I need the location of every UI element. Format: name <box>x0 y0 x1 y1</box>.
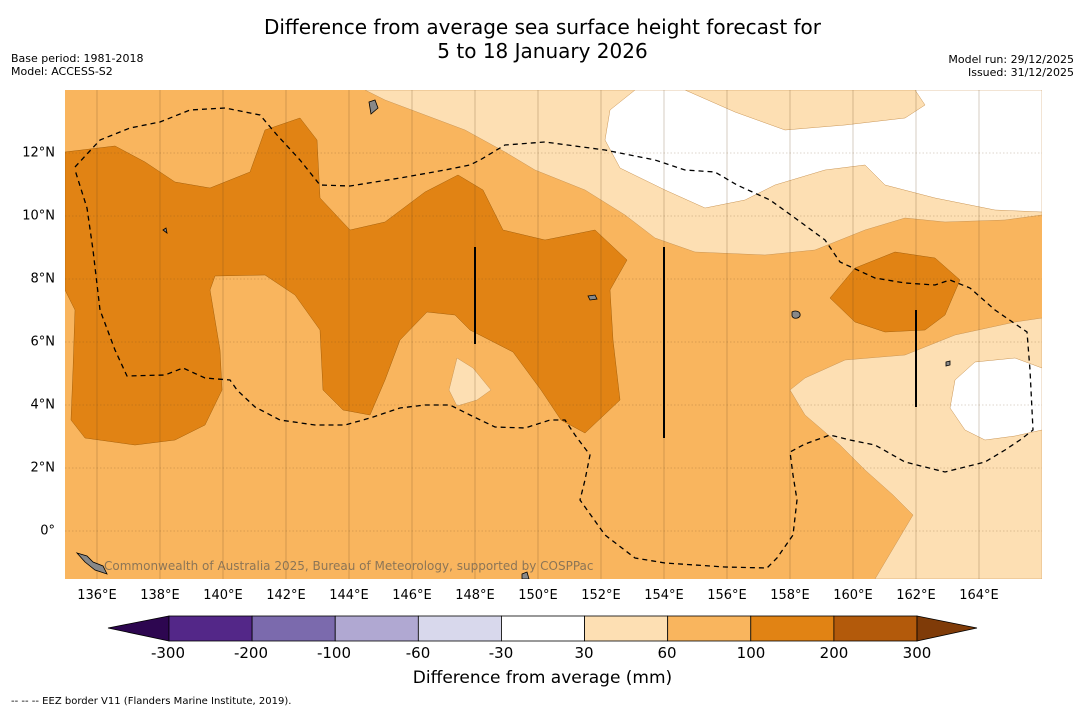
colorbar-cell <box>501 615 585 642</box>
ssh-band-100-200-east <box>829 251 961 333</box>
lon-label-160e: 160°E <box>833 588 873 603</box>
colorbar-cell <box>667 615 752 642</box>
lon-label-140e: 140°E <box>203 588 243 603</box>
ssh-band-neutral-2 <box>949 357 1042 441</box>
cbar-tick: 100 <box>736 644 766 662</box>
colorbar-cell <box>833 615 918 642</box>
map-panel <box>65 90 1042 579</box>
lon-label-148e: 148°E <box>455 588 495 603</box>
meta-right: Model run: 29/12/2025 Issued: 31/12/2025 <box>948 53 1074 79</box>
colorbar-cell <box>168 615 253 642</box>
model-run-date: Model run: 29/12/2025 <box>948 53 1074 66</box>
lat-label-10n: 10°N <box>22 208 55 224</box>
lon-label-138e: 138°E <box>140 588 180 603</box>
lon-label-152e: 152°E <box>581 588 621 603</box>
ssh-band-neutral-1 <box>604 90 1042 213</box>
cbar-tick: -100 <box>316 644 352 662</box>
cbar-tick: -200 <box>233 644 269 662</box>
lon-label-144e: 144°E <box>329 588 369 603</box>
islands <box>75 99 951 579</box>
colorbar-label: Difference from average (mm) <box>412 668 673 688</box>
lon-label-164e: 164°E <box>959 588 999 603</box>
cbar-tick: 300 <box>902 644 932 662</box>
lat-label-0: 0° <box>40 523 55 539</box>
lon-label-156e: 156°E <box>707 588 747 603</box>
map-title-line-2: 5 to 18 January 2026 <box>437 39 648 63</box>
lat-label-4n: 4°N <box>30 397 56 413</box>
colorbar-cell <box>334 615 419 642</box>
lon-label-154e: 154°E <box>644 588 684 603</box>
colorbar-cell <box>417 615 502 642</box>
lon-label-142e: 142°E <box>266 588 306 603</box>
base-period: Base period: 1981-2018 <box>11 52 144 65</box>
eez-legend-footnote: -- -- -- EEZ border V11 (Flanders Marine… <box>11 696 292 707</box>
graticule <box>65 90 1042 579</box>
issued-date: Issued: 31/12/2025 <box>967 66 1074 79</box>
marker-lines <box>474 247 917 438</box>
map-title-line-1: Difference from average sea surface heig… <box>263 15 822 39</box>
lon-label-162e: 162°E <box>896 588 936 603</box>
lon-label-146e: 146°E <box>392 588 432 603</box>
colorbar-over-arrow <box>916 615 978 642</box>
eez-border-lines <box>74 107 1034 569</box>
colorbar-under-arrow <box>107 615 170 642</box>
lat-label-8n: 8°N <box>30 271 56 287</box>
colorbar-cell <box>251 615 336 642</box>
lon-label-158e: 158°E <box>770 588 810 603</box>
cbar-tick: 60 <box>657 644 677 662</box>
cbar-tick: 200 <box>819 644 849 662</box>
lon-label-136e: 136°E <box>77 588 117 603</box>
colorbar-cell <box>750 615 835 642</box>
map-credit: Commonwealth of Australia 2025, Bureau o… <box>104 559 594 573</box>
colorbar-cell <box>584 615 669 642</box>
cbar-tick: -300 <box>150 644 186 662</box>
lat-label-2n: 2°N <box>30 460 56 476</box>
lat-label-6n: 6°N <box>30 334 56 350</box>
lon-label-150e: 150°E <box>518 588 558 603</box>
cbar-tick: -30 <box>488 644 514 662</box>
lat-label-12n: 12°N <box>22 145 55 161</box>
ssh-band-100-200-west <box>65 117 628 446</box>
cbar-tick: 30 <box>574 644 594 662</box>
meta-left: Base period: 1981-2018 Model: ACCESS-S2 <box>11 52 143 78</box>
model-name: Model: ACCESS-S2 <box>11 65 113 78</box>
colorbar <box>107 615 978 642</box>
cbar-tick: -60 <box>405 644 431 662</box>
ssh-band-30-60-island <box>448 357 492 407</box>
